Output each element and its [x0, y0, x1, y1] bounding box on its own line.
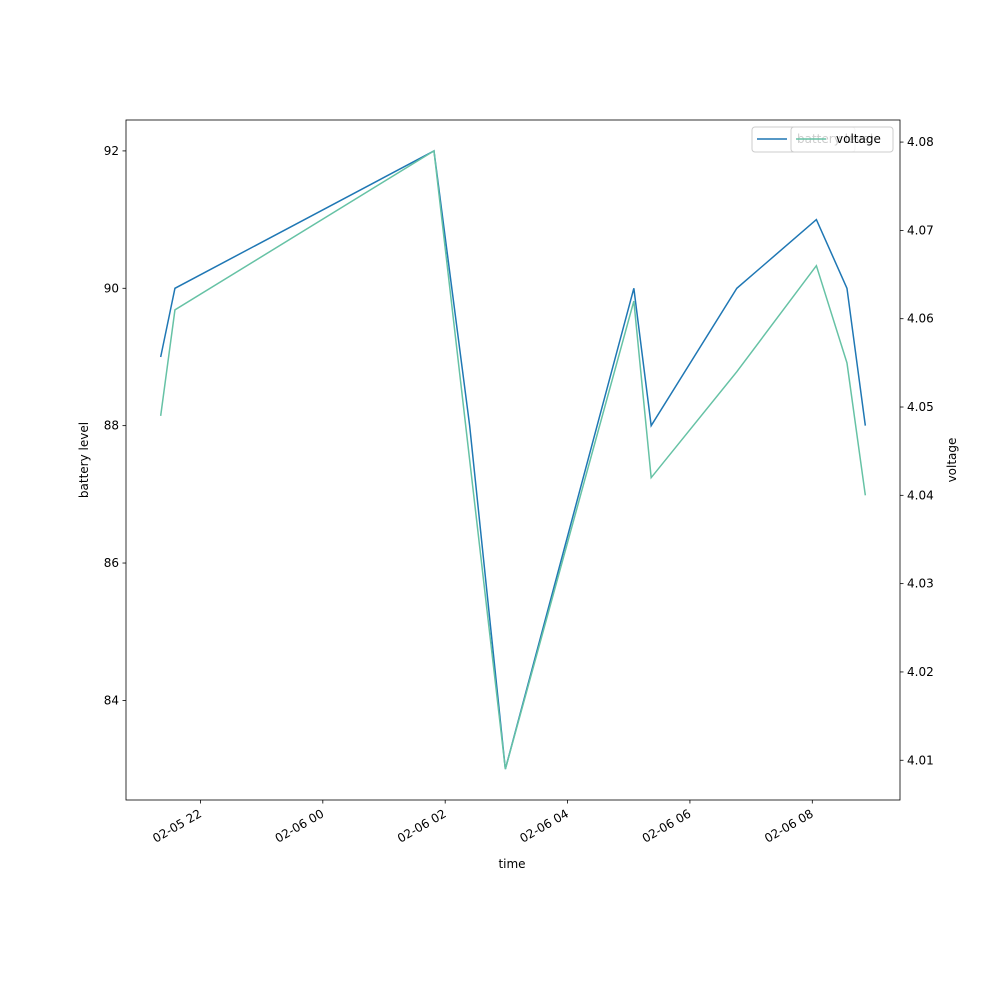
x-tick-label: 02-06 06: [640, 806, 694, 845]
y2-tick-label: 4.01: [907, 753, 934, 767]
y-tick-label: 88: [104, 419, 119, 433]
y-tick-label: 84: [104, 693, 119, 707]
line-series: [159, 149, 867, 770]
y2-tick-label: 4.06: [907, 312, 934, 326]
y2-tick-label: 4.02: [907, 665, 934, 679]
legend-box: [790, 126, 894, 153]
y2-tick-label: 4.07: [907, 223, 934, 237]
y-tick-label: 92: [104, 144, 119, 158]
y2-tick-label: 4.03: [907, 577, 934, 591]
x-tick-label: 02-06 04: [517, 806, 571, 845]
legend-label: voltage: [836, 132, 881, 146]
x-tick-label: 02-06 08: [762, 806, 816, 845]
line-series: [159, 149, 867, 770]
y-tick-label: 86: [104, 556, 119, 570]
y-axis-label: battery level: [77, 422, 91, 498]
y2-tick-label: 4.04: [907, 488, 934, 502]
plot-frame: [125, 119, 901, 801]
x-tick-label: 02-05 22: [150, 806, 204, 845]
y2-tick-label: 4.08: [907, 135, 934, 149]
x-axis-label: time: [498, 857, 525, 871]
y-tick-label: 90: [104, 281, 119, 295]
x-tick-label: 02-06 02: [395, 806, 449, 845]
x-tick-label: 02-06 00: [273, 806, 327, 845]
y2-tick-label: 4.05: [907, 400, 934, 414]
y2-axis-label: voltage: [945, 438, 959, 483]
